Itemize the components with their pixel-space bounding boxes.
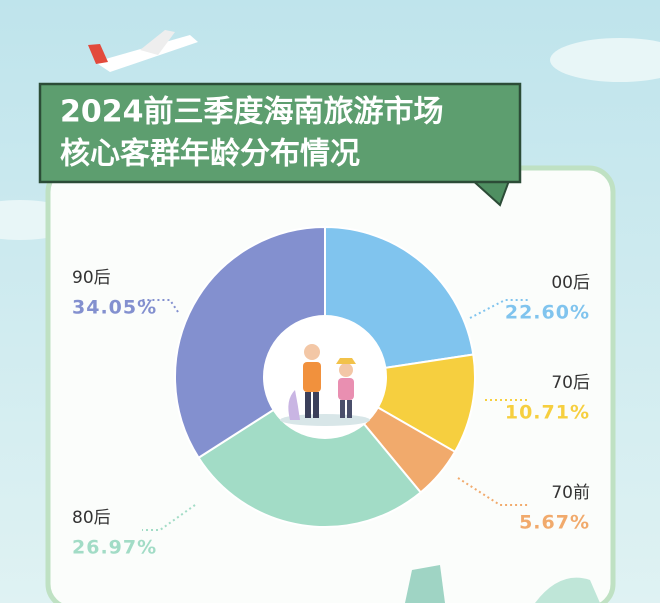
leader-line	[457, 477, 530, 506]
city-decoration	[405, 565, 600, 603]
category-label: 80后	[72, 508, 111, 528]
category-label: 70前	[551, 483, 590, 503]
airplane	[88, 30, 198, 72]
leader-line	[469, 299, 530, 319]
value-label: 5.67%	[519, 512, 590, 534]
category-label: 00后	[551, 273, 590, 293]
title-line: 核心客群年龄分布情况	[60, 137, 360, 172]
center-illustration	[280, 344, 370, 426]
value-label: 22.60%	[505, 302, 590, 324]
value-label: 26.97%	[72, 537, 157, 559]
value-label: 34.05%	[72, 297, 157, 319]
title-banner	[38, 82, 522, 184]
value-label: 10.71%	[505, 402, 590, 424]
cloud	[550, 38, 660, 82]
title-line: 2024前三季度海南旅游市场	[60, 95, 444, 130]
category-label: 70后	[551, 373, 590, 393]
category-label: 90后	[72, 268, 111, 288]
leader-line	[142, 504, 196, 531]
slice	[197, 375, 423, 528]
